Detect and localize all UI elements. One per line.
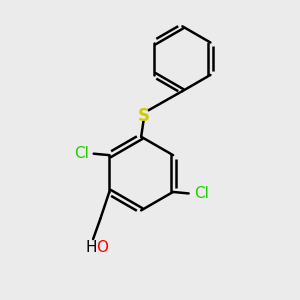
Text: H: H — [86, 240, 98, 255]
Text: Cl: Cl — [194, 186, 208, 201]
Text: O: O — [96, 240, 108, 255]
Text: S: S — [138, 106, 150, 124]
Text: Cl: Cl — [74, 146, 89, 161]
